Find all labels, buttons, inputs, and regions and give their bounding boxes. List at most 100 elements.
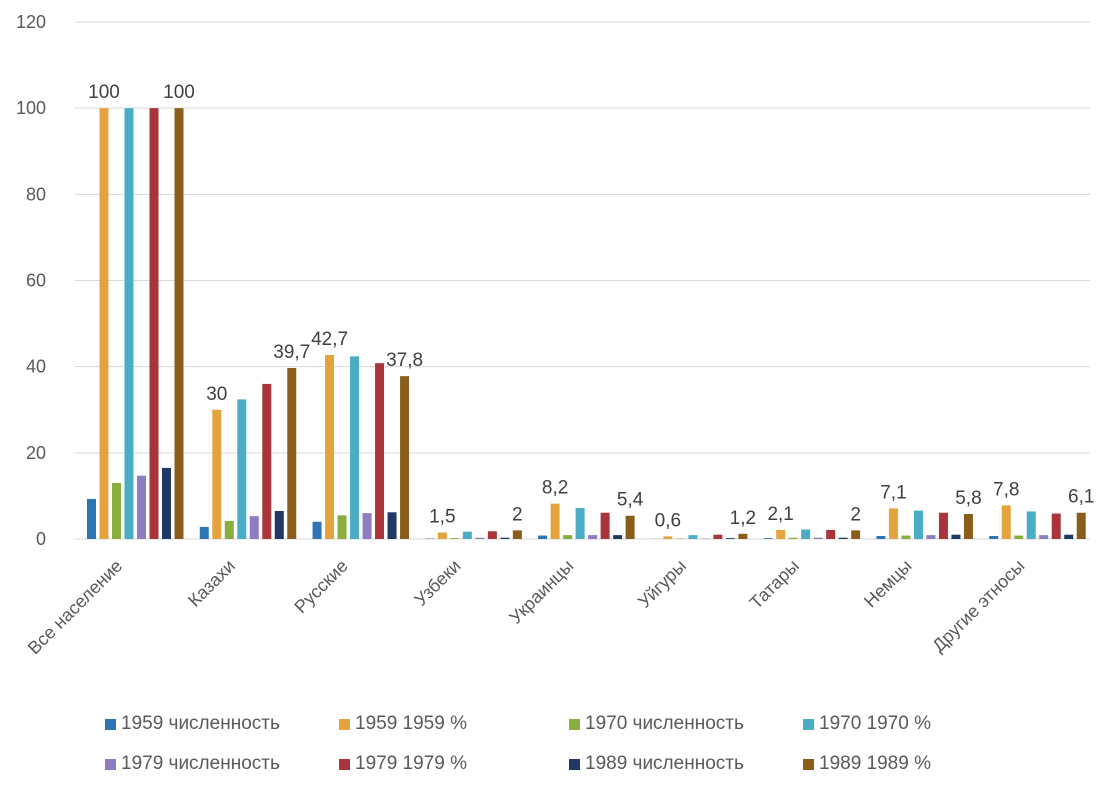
- legend-item: 1970 1970 %: [803, 713, 931, 735]
- bar: [362, 513, 372, 539]
- bar: [738, 533, 748, 539]
- bar: [538, 535, 548, 539]
- bar: [826, 529, 836, 539]
- data-label: 5,4: [617, 490, 644, 511]
- bar: [162, 467, 171, 539]
- bar: [575, 507, 585, 539]
- legend-label: 1979 численность: [121, 753, 280, 774]
- bar: [199, 526, 209, 539]
- bar: [613, 535, 623, 539]
- bar: [137, 475, 146, 539]
- data-label: 1,5: [429, 507, 455, 528]
- x-tick-label: Татары: [746, 556, 803, 613]
- bar: [951, 534, 961, 539]
- bar: [963, 514, 973, 539]
- y-tick-label: 40: [26, 357, 46, 377]
- bar: [237, 399, 247, 539]
- data-label: 100: [88, 82, 120, 103]
- data-label: 42,7: [311, 329, 348, 350]
- bar: [1001, 505, 1011, 539]
- bar: [989, 535, 999, 539]
- data-label: 2: [850, 504, 861, 525]
- legend-item: 1989 численность: [569, 753, 744, 775]
- bar: [1051, 513, 1061, 539]
- bar: [788, 537, 798, 539]
- bar: [312, 521, 322, 539]
- bar: [763, 538, 773, 539]
- x-tick-label: Узбеки: [410, 556, 464, 610]
- x-axis: Все население Казахи Русские Узбеки Украинцы…: [24, 556, 1029, 658]
- bar: [801, 529, 811, 539]
- bar: [901, 535, 911, 539]
- bar: [224, 520, 234, 539]
- bar: [387, 512, 397, 539]
- bar: [337, 515, 347, 539]
- legend-label: 1989 1989 %: [819, 753, 931, 774]
- legend-label: 1979 1979 %: [355, 753, 467, 774]
- bar: [149, 108, 159, 540]
- bar: [249, 516, 259, 539]
- bar: [212, 409, 222, 539]
- legend-label: 1989 численность: [585, 753, 744, 774]
- data-label: 7,8: [993, 479, 1019, 500]
- bar: [776, 529, 786, 539]
- data-label: 6,1: [1068, 487, 1094, 508]
- x-tick-label: Украинцы: [505, 556, 577, 628]
- bar: [1039, 535, 1049, 539]
- bar: [87, 498, 96, 539]
- legend-item: 1979 численность: [105, 753, 280, 775]
- x-tick-label: Другие этносы: [928, 556, 1028, 656]
- bar: [1026, 511, 1036, 539]
- legend-swatch: [803, 718, 814, 730]
- bar: [500, 537, 510, 539]
- bar: [512, 530, 522, 539]
- legend-swatch: [105, 758, 116, 770]
- bar: [475, 537, 485, 539]
- y-tick-label: 20: [26, 443, 46, 463]
- y-tick-label: 60: [26, 271, 46, 291]
- data-label: 8,2: [542, 478, 568, 499]
- bar: [851, 530, 861, 539]
- data-label: 100: [163, 82, 195, 103]
- data-label: 30: [206, 384, 227, 405]
- bar: [274, 510, 284, 539]
- bar: [913, 510, 923, 539]
- bar: [713, 534, 723, 539]
- legend-label: 1959 численность: [121, 713, 280, 734]
- bar: [99, 108, 109, 540]
- bar: [876, 535, 886, 539]
- data-label: 0,6: [655, 510, 681, 531]
- legend-swatch: [105, 718, 116, 730]
- data-label: 5,8: [955, 488, 981, 509]
- x-tick-label: Уйгуры: [634, 556, 690, 612]
- legend-item: 1979 1979 %: [339, 753, 467, 775]
- y-tick-label: 100: [16, 98, 46, 118]
- bars: [87, 108, 1086, 540]
- y-tick-label: 80: [26, 184, 46, 204]
- data-label: 2,1: [767, 504, 793, 525]
- bar: [663, 536, 673, 539]
- legend-label: 1959 1959 %: [355, 713, 467, 734]
- bar: [262, 383, 272, 539]
- data-labels: 100 100 30 39,742,7 37,8 1,5 2 8,2 5,4 0,6 1,2 2,1 2…: [88, 82, 1094, 531]
- bar: [112, 482, 121, 539]
- legend-swatch: [569, 718, 580, 730]
- data-label: 39,7: [273, 342, 310, 363]
- x-tick-label: Казахи: [184, 556, 239, 611]
- bar: [450, 538, 460, 539]
- bar: [350, 356, 360, 539]
- bar: [563, 535, 573, 539]
- x-tick-label: Немцы: [860, 556, 916, 612]
- legend-swatch: [339, 758, 350, 770]
- bar: [287, 367, 297, 539]
- bar: [400, 376, 410, 539]
- bar: [124, 108, 134, 540]
- legend-item: 1959 численность: [105, 713, 280, 735]
- x-tick-label: Русские: [290, 556, 351, 617]
- legend-label: 1970 численность: [585, 713, 744, 734]
- legend-swatch: [569, 758, 580, 770]
- gridlines: [75, 21, 1090, 540]
- bar: [1076, 512, 1086, 539]
- data-label: 2: [512, 504, 523, 525]
